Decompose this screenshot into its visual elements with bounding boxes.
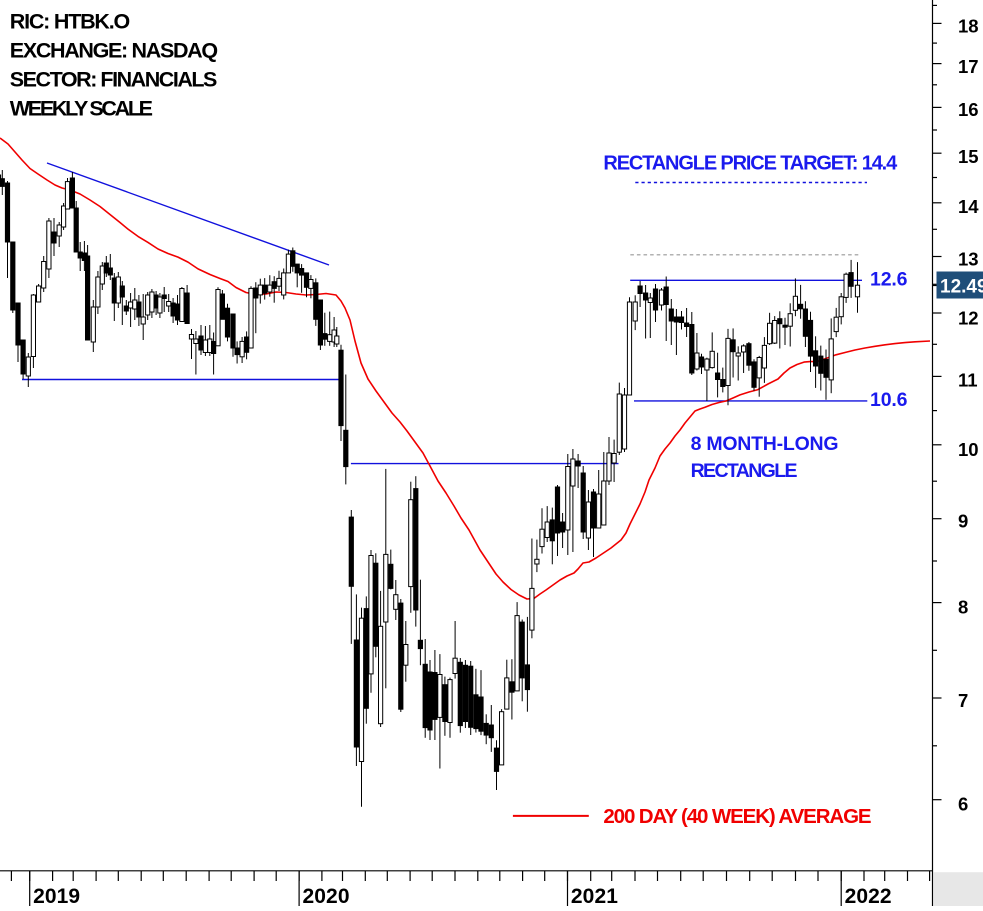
svg-text:12.49: 12.49 [940,277,983,298]
svg-text:7: 7 [958,690,968,711]
svg-text:13: 13 [958,249,979,270]
svg-text:12.6: 12.6 [870,269,908,291]
svg-text:6: 6 [958,794,968,815]
svg-text:11: 11 [958,369,978,390]
svg-text:EXCHANGE: NASDAQ: EXCHANGE: NASDAQ [10,39,218,63]
svg-text:17: 17 [958,56,979,77]
svg-text:8 MONTH-LONG: 8 MONTH-LONG [691,433,839,455]
svg-text:RECTANGLE PRICE TARGET: 14.4: RECTANGLE PRICE TARGET: 14.4 [603,153,898,175]
svg-text:14: 14 [958,196,979,217]
svg-text:18: 18 [958,16,979,37]
svg-text:RECTANGLE: RECTANGLE [691,460,798,482]
svg-text:16: 16 [958,99,979,120]
svg-text:RIC: HTBK.O: RIC: HTBK.O [10,10,130,34]
svg-text:2022: 2022 [845,885,892,906]
svg-text:2021: 2021 [571,885,618,906]
svg-text:2020: 2020 [303,885,350,906]
svg-text:WEEKLY SCALE: WEEKLY SCALE [10,97,153,121]
svg-text:SECTOR: FINANCIALS: SECTOR: FINANCIALS [10,68,218,92]
svg-text:9: 9 [958,511,968,532]
svg-text:8: 8 [958,596,968,617]
svg-text:200 DAY (40 WEEK) AVERAGE: 200 DAY (40 WEEK) AVERAGE [603,805,871,828]
svg-text:10: 10 [958,439,979,460]
svg-text:10.6: 10.6 [870,389,908,411]
svg-text:2019: 2019 [33,885,80,906]
svg-text:15: 15 [958,146,979,167]
svg-text:12: 12 [958,308,979,329]
